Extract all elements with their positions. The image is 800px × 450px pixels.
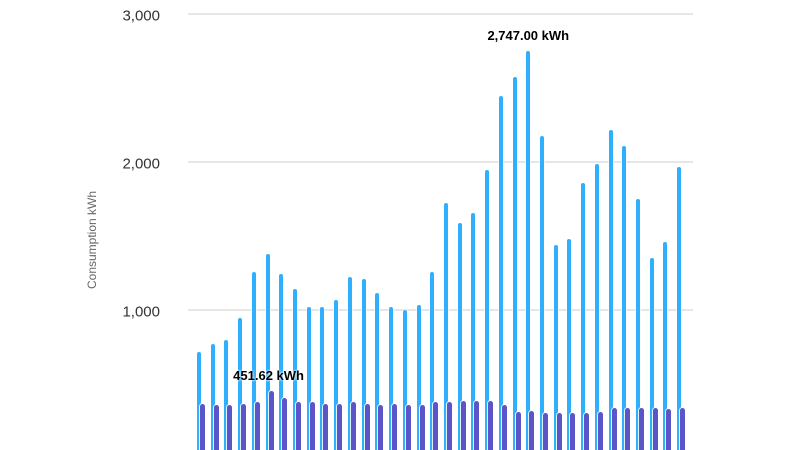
total-consumption-bar[interactable] (677, 167, 682, 450)
base-consumption-bar[interactable] (200, 403, 205, 450)
base-consumption-bar[interactable] (515, 411, 521, 450)
base-consumption-bar[interactable] (570, 413, 576, 450)
base-consumption-bar[interactable] (282, 398, 288, 450)
total-consumption-bar[interactable] (636, 199, 641, 450)
total-consumption-bar[interactable] (306, 307, 311, 450)
base-consumption-bar[interactable] (639, 407, 645, 450)
total-consumption-bar[interactable] (526, 51, 531, 450)
base-consumption-bar[interactable] (254, 402, 260, 450)
base-consumption-bar[interactable] (241, 403, 247, 450)
total-consumption-bar[interactable] (402, 310, 407, 450)
total-consumption-bar[interactable] (279, 274, 284, 450)
base-consumption-bar[interactable] (474, 401, 480, 450)
total-consumption-bar[interactable] (389, 307, 394, 450)
base-consumption-bar[interactable] (625, 407, 631, 450)
total-consumption-bar[interactable] (553, 245, 558, 450)
total-consumption-bar[interactable] (334, 299, 339, 450)
base-consumption-bar[interactable] (529, 410, 535, 450)
base-consumption-bar[interactable] (652, 407, 658, 450)
total-consumption-bar[interactable] (663, 242, 668, 450)
total-consumption-bar[interactable] (197, 351, 201, 450)
gridline (188, 13, 693, 15)
total-consumption-bar[interactable] (320, 307, 325, 450)
total-consumption-bar[interactable] (581, 183, 586, 450)
total-consumption-bar[interactable] (375, 292, 380, 450)
base-consumption-bar[interactable] (268, 391, 274, 450)
y-tick-label: 3,000 (122, 7, 160, 25)
base-consumption-bar[interactable] (584, 413, 590, 450)
gridline (188, 161, 693, 163)
total-consumption-bar[interactable] (347, 276, 352, 450)
total-consumption-bar[interactable] (540, 135, 544, 450)
base-consumption-bar[interactable] (337, 403, 343, 450)
base-consumption-bar[interactable] (419, 405, 425, 450)
base-consumption-bar[interactable] (597, 411, 603, 450)
total-consumption-bar[interactable] (457, 222, 462, 450)
total-consumption-bar[interactable] (293, 288, 298, 450)
base-consumption-bar[interactable] (433, 402, 439, 450)
data-label: 451.62 kWh (233, 368, 305, 384)
total-consumption-bar[interactable] (238, 317, 243, 450)
total-consumption-bar[interactable] (265, 254, 270, 450)
base-consumption-bar[interactable] (680, 407, 686, 450)
base-consumption-bar[interactable] (446, 402, 452, 450)
base-consumption-bar[interactable] (378, 405, 384, 450)
base-consumption-bar[interactable] (556, 413, 562, 450)
total-consumption-bar[interactable] (224, 340, 229, 450)
base-consumption-bar[interactable] (611, 407, 617, 450)
total-consumption-bar[interactable] (649, 258, 654, 450)
total-consumption-bar[interactable] (361, 279, 366, 450)
base-consumption-bar[interactable] (392, 403, 398, 450)
base-consumption-bar[interactable] (364, 403, 370, 450)
y-axis-label: Consumption kWh (85, 190, 99, 290)
gridline (188, 309, 693, 311)
data-label: 2,747.00 kWh (487, 28, 570, 44)
base-consumption-bar[interactable] (309, 402, 315, 450)
total-consumption-bar[interactable] (416, 304, 421, 450)
base-consumption-bar[interactable] (501, 405, 507, 450)
base-consumption-bar[interactable] (227, 405, 233, 450)
base-consumption-bar[interactable] (543, 413, 548, 450)
total-consumption-bar[interactable] (512, 77, 517, 450)
total-consumption-bar[interactable] (251, 271, 256, 450)
total-consumption-bar[interactable] (430, 271, 435, 450)
total-consumption-bar[interactable] (622, 146, 627, 450)
y-tick-label: 2,000 (122, 155, 160, 173)
base-consumption-bar[interactable] (488, 401, 494, 450)
total-consumption-bar[interactable] (471, 213, 476, 450)
total-consumption-bar[interactable] (594, 164, 599, 450)
total-consumption-bar[interactable] (498, 95, 503, 450)
base-consumption-bar[interactable] (296, 402, 302, 450)
base-consumption-bar[interactable] (323, 403, 329, 450)
base-consumption-bar[interactable] (460, 401, 466, 450)
total-consumption-bar[interactable] (485, 169, 490, 450)
base-consumption-bar[interactable] (405, 405, 411, 450)
total-consumption-bar[interactable] (567, 238, 572, 450)
total-consumption-bar[interactable] (210, 344, 215, 450)
base-consumption-bar[interactable] (666, 409, 672, 450)
total-consumption-bar[interactable] (608, 130, 613, 450)
base-consumption-bar[interactable] (350, 402, 356, 450)
y-tick-label: 1,000 (122, 303, 160, 321)
total-consumption-bar[interactable] (443, 202, 448, 450)
base-consumption-bar[interactable] (213, 405, 219, 450)
